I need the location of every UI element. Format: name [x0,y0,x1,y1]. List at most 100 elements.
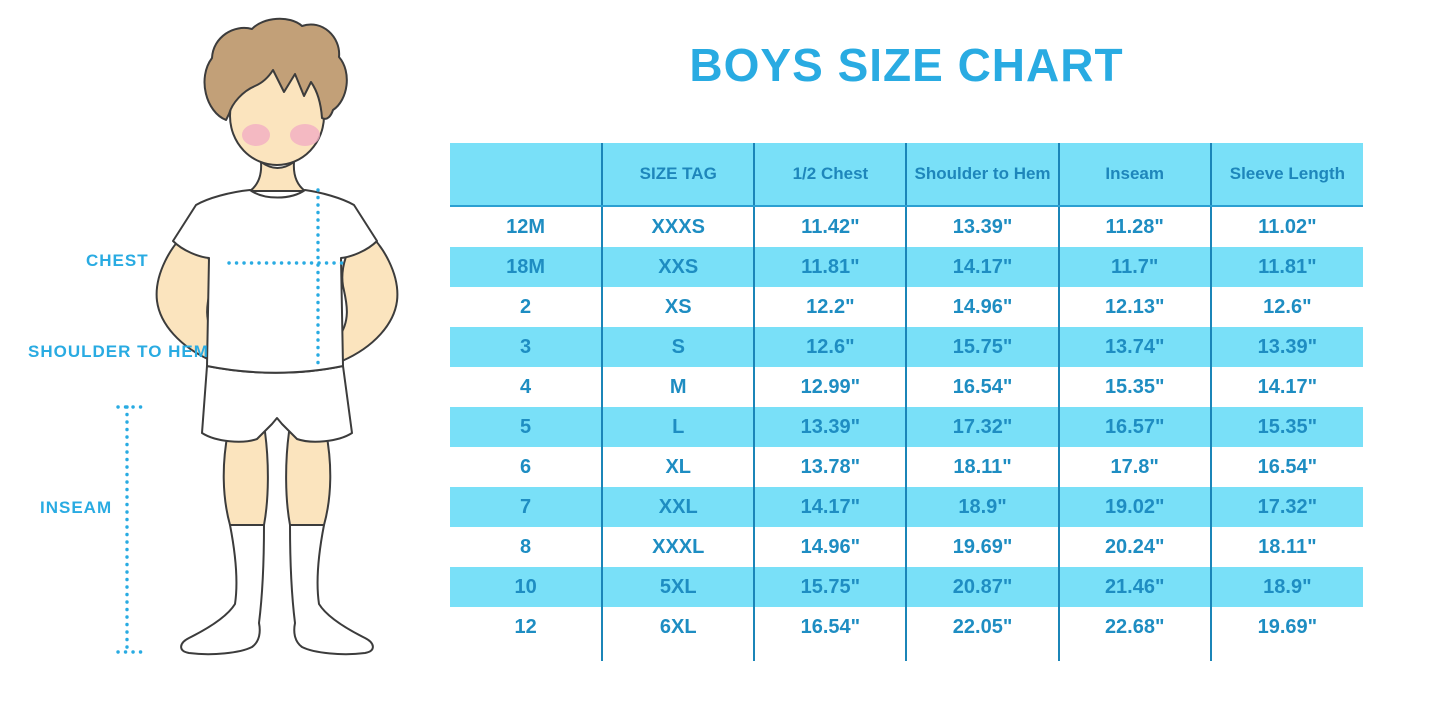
table-cell: M [601,367,755,407]
row-size-label: 8 [520,535,532,558]
column-header: 1/2 Chest [753,143,907,207]
hair [203,17,348,121]
table-cell: 14.96" [753,527,907,567]
table-cell: 15.35" [1209,407,1363,447]
row-size-label: 12M [506,215,546,238]
neck [249,161,306,192]
table-cell: 16.54" [1209,447,1363,487]
table-cell: XXS [601,247,755,287]
table-cell: 18.11" [905,447,1059,487]
table-cell: 13.74" [1057,327,1211,367]
left-sock [180,524,265,656]
left-leg [222,431,269,526]
row-size-label: 5 [450,407,603,447]
table-cell: 12.2" [753,287,907,327]
row-size-label: 3 [450,327,603,367]
size-chart-table: SIZE TAG 1/2 Chest Shoulder to Hem Inseam Sl… [450,143,1363,661]
table-cell: 17.8" [1057,447,1211,487]
table-cell: 13.39" [1209,327,1363,367]
table-cell: XS [601,287,755,327]
table-row: 10 5XL 15.75" 20.87" 21.46" 18.9" [450,567,1363,607]
t-shirt [172,189,378,374]
header-row: SIZE TAG 1/2 Chest Shoulder to Hem Inseam Sl… [450,143,1363,207]
table-cell: 11.81" [753,247,907,287]
table-cell: 15.75" [753,567,907,607]
shorts [201,365,353,443]
right-sock [289,524,374,656]
table-cell: 12.6" [753,327,907,367]
inseam-label: INSEAM [40,498,113,517]
table-row: 6 XL 13.78" 18.11" 17.8" 16.54" [450,447,1363,487]
table-cell: 13.39" [753,407,907,447]
boy-measurement-figure: CHEST SHOULDER TO HEM INSEAM [0,0,450,723]
row-size-label: 7 [450,487,603,527]
table-cell: 22.05" [905,607,1059,647]
table-cell: 14.17" [1209,367,1363,407]
border-extension-cell [1057,647,1211,661]
content-area: BOYS SIZE CHART SIZE TAG 1/2 Chest Shoulde… [450,0,1363,723]
column-header: Sleeve Length [1209,143,1363,207]
table-cell: S [601,327,755,367]
table-cell: 6XL [601,607,755,647]
shoulder-to-hem-label: SHOULDER TO HEM [28,342,209,361]
right-leg [285,431,332,526]
table-cell: 17.32" [1209,487,1363,527]
table-cell: 11.02" [1209,206,1363,247]
table-cell: 18.9" [905,487,1059,527]
table-cell: 13.78" [753,447,907,487]
table-cell: 11.81" [1209,247,1363,287]
table-row: 3 S 12.6" 15.75" 13.74" 13.39" [450,327,1363,367]
table-cell: 5XL [601,567,755,607]
right-blush [290,124,320,146]
border-extension-cell [753,647,907,661]
chest-label: CHEST [86,251,149,270]
column-header: SIZE TAG [601,143,755,207]
border-extension-cell [450,647,602,661]
page-title: BOYS SIZE CHART [689,39,1124,91]
table-cell: 14.17" [753,487,907,527]
column-header: Inseam [1057,143,1211,207]
table-cell: 22.68" [1057,607,1211,647]
table-row: 12 6XL 16.54" 22.05" 22.68" 19.69" [450,607,1363,647]
table-cell: 18.9" [1209,567,1363,607]
table-cell: XL [601,447,755,487]
table-cell: 14.17" [905,247,1059,287]
border-extension-cell [601,647,755,661]
table-cell: 21.46" [1057,567,1211,607]
column-header: Shoulder to Hem [905,143,1059,207]
table-cell: XXL [601,487,755,527]
table-cell: 16.57" [1057,407,1211,447]
table-row: 5 L 13.39" 17.32" 16.57" 15.35" [450,407,1363,447]
table-cell: 12.13" [1057,287,1211,327]
row-size-label: 4 [520,375,532,398]
table-cell: 12.99" [753,367,907,407]
row-size-label: 18M [450,247,603,287]
table-cell: 20.87" [905,567,1059,607]
table-cell: 13.39" [905,206,1059,247]
table-cell: 11.28" [1057,206,1211,247]
table-cell: 19.69" [1209,607,1363,647]
table-cell: XXXS [601,206,755,247]
table-cell: 12.6" [1209,287,1363,327]
table-cell: 17.32" [905,407,1059,447]
table-body: 12M XXXS 11.42" 13.39" 11.28" 11.02" 18M XXS 11.… [450,206,1363,661]
border-extension-cell [905,647,1059,661]
row-size-label: 10 [450,567,603,607]
table-cell: 16.54" [905,367,1059,407]
table-cell: 15.35" [1057,367,1211,407]
table-cell: XXXL [601,527,755,567]
table-cell: 19.02" [1057,487,1211,527]
table-row: 2 XS 12.2" 14.96" 12.13" 12.6" [450,287,1363,327]
table-row: 12M XXXS 11.42" 13.39" 11.28" 11.02" [450,206,1363,247]
table-row: 7 XXL 14.17" 18.9" 19.02" 17.32" [450,487,1363,527]
column-header [450,143,603,207]
table-cell: 11.42" [753,206,907,247]
row-size-label: 2 [520,295,532,318]
row-size-label: 6 [520,455,532,478]
left-blush [242,124,270,146]
table-cell: 19.69" [905,527,1059,567]
table-cell: 16.54" [753,607,907,647]
table-header: SIZE TAG 1/2 Chest Shoulder to Hem Inseam Sl… [450,143,1363,207]
table-cell: 15.75" [905,327,1059,367]
row-size-label: 12 [514,615,537,638]
